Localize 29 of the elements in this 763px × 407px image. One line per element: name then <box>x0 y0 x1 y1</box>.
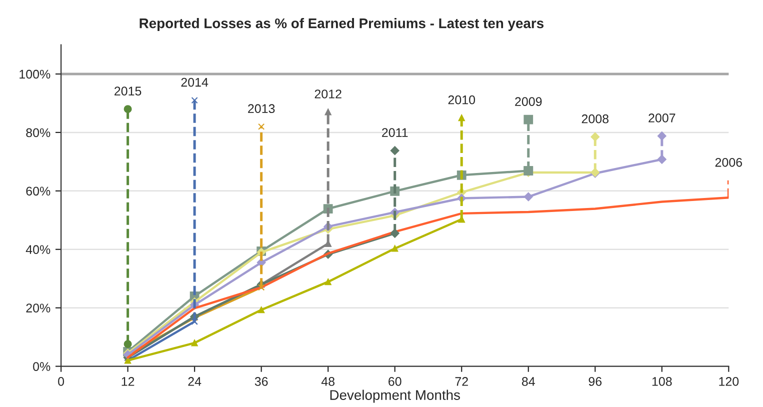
x-tick-label: 108 <box>652 377 672 386</box>
x-tick-label: 96 <box>588 377 602 386</box>
y-tick-label: 60% <box>26 186 50 196</box>
x-tick-label: 24 <box>188 377 202 386</box>
x-tick-label: 12 <box>122 377 134 386</box>
y-tick-label: 80% <box>26 128 50 138</box>
series-label: 2006 <box>715 158 742 167</box>
x-tick-label: 72 <box>455 377 468 386</box>
series-label: 2010 <box>448 95 476 104</box>
y-tick-label: 100% <box>20 70 50 79</box>
x-tick-label: 120 <box>719 377 739 386</box>
y-tick-label: 0% <box>33 362 50 371</box>
series-label: 2009 <box>515 97 542 106</box>
series-label: 2008 <box>582 114 608 124</box>
series-label: 2012 <box>314 90 342 98</box>
y-tick-label: 20% <box>26 304 50 312</box>
chart-title: Reported Losses as % of Earned Premiums - Latest ten years <box>140 18 544 31</box>
series-label: 2015 <box>114 86 142 96</box>
y-tick-label: 40% <box>26 245 50 254</box>
x-tick-label: 36 <box>254 377 268 386</box>
x-axis-title: Development Months <box>330 390 460 403</box>
series-label: 2011 <box>382 128 408 137</box>
series-label: 2013 <box>248 104 275 114</box>
x-tick-label: 60 <box>388 377 402 386</box>
series-label: 2014 <box>181 78 208 87</box>
x-tick-label: 84 <box>522 377 535 386</box>
x-tick-label: 0 <box>58 377 64 386</box>
series-label: 2007 <box>648 114 676 122</box>
x-tick-label: 48 <box>321 377 334 386</box>
